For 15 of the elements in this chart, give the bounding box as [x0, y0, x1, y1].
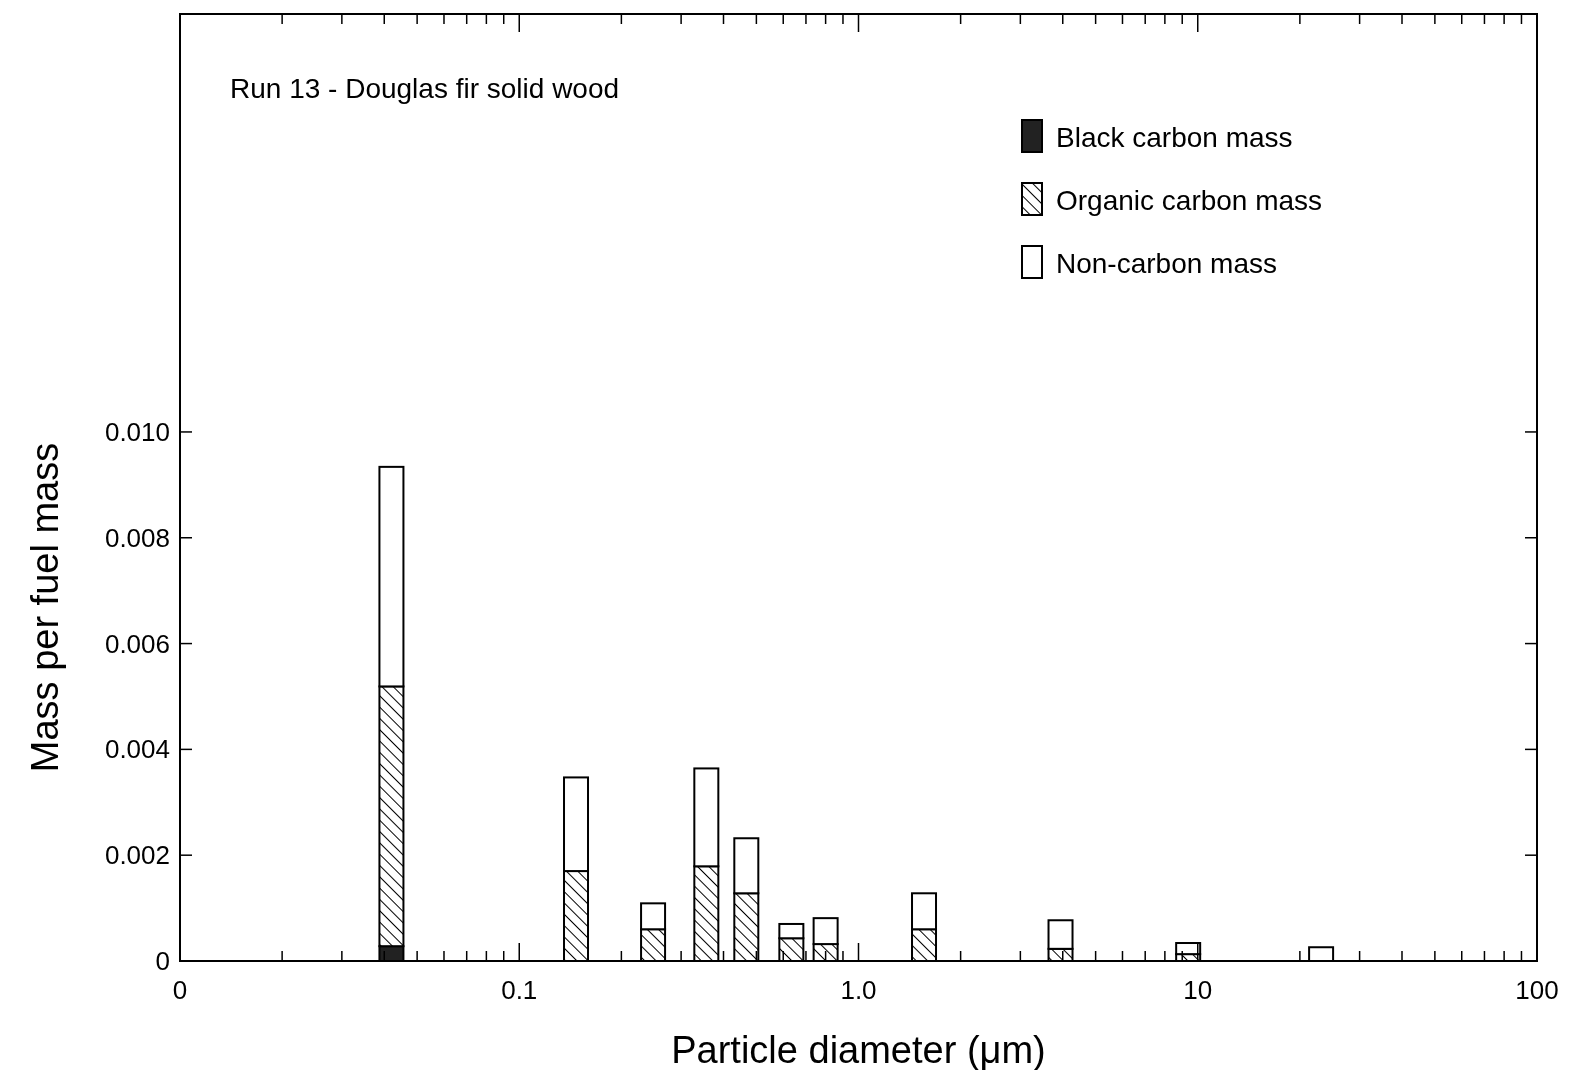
legend-label: Black carbon mass: [1056, 122, 1293, 153]
legend-label: Non-carbon mass: [1056, 248, 1277, 279]
y-tick-label: 0: [155, 946, 170, 976]
y-tick-label: 0.002: [104, 840, 170, 871]
y-tick-label: 0.006: [104, 628, 170, 659]
legend-label: Organic carbon mass: [1056, 185, 1323, 216]
x-tick-label: 0.1: [501, 975, 538, 1005]
y-axis-title: Mass per fuel mass: [24, 442, 66, 773]
y-tick-label: 0.004: [104, 734, 170, 765]
x-tick-label: 10: [1183, 975, 1213, 1005]
y-tick-label: 0.010: [104, 416, 170, 447]
x-tick-label: 1.0: [840, 975, 877, 1005]
annotation: Run 13 - Douglas fir solid wood: [230, 73, 620, 104]
y-tick-label: 0.008: [104, 522, 170, 553]
x-tick-label: 100: [1515, 975, 1559, 1005]
